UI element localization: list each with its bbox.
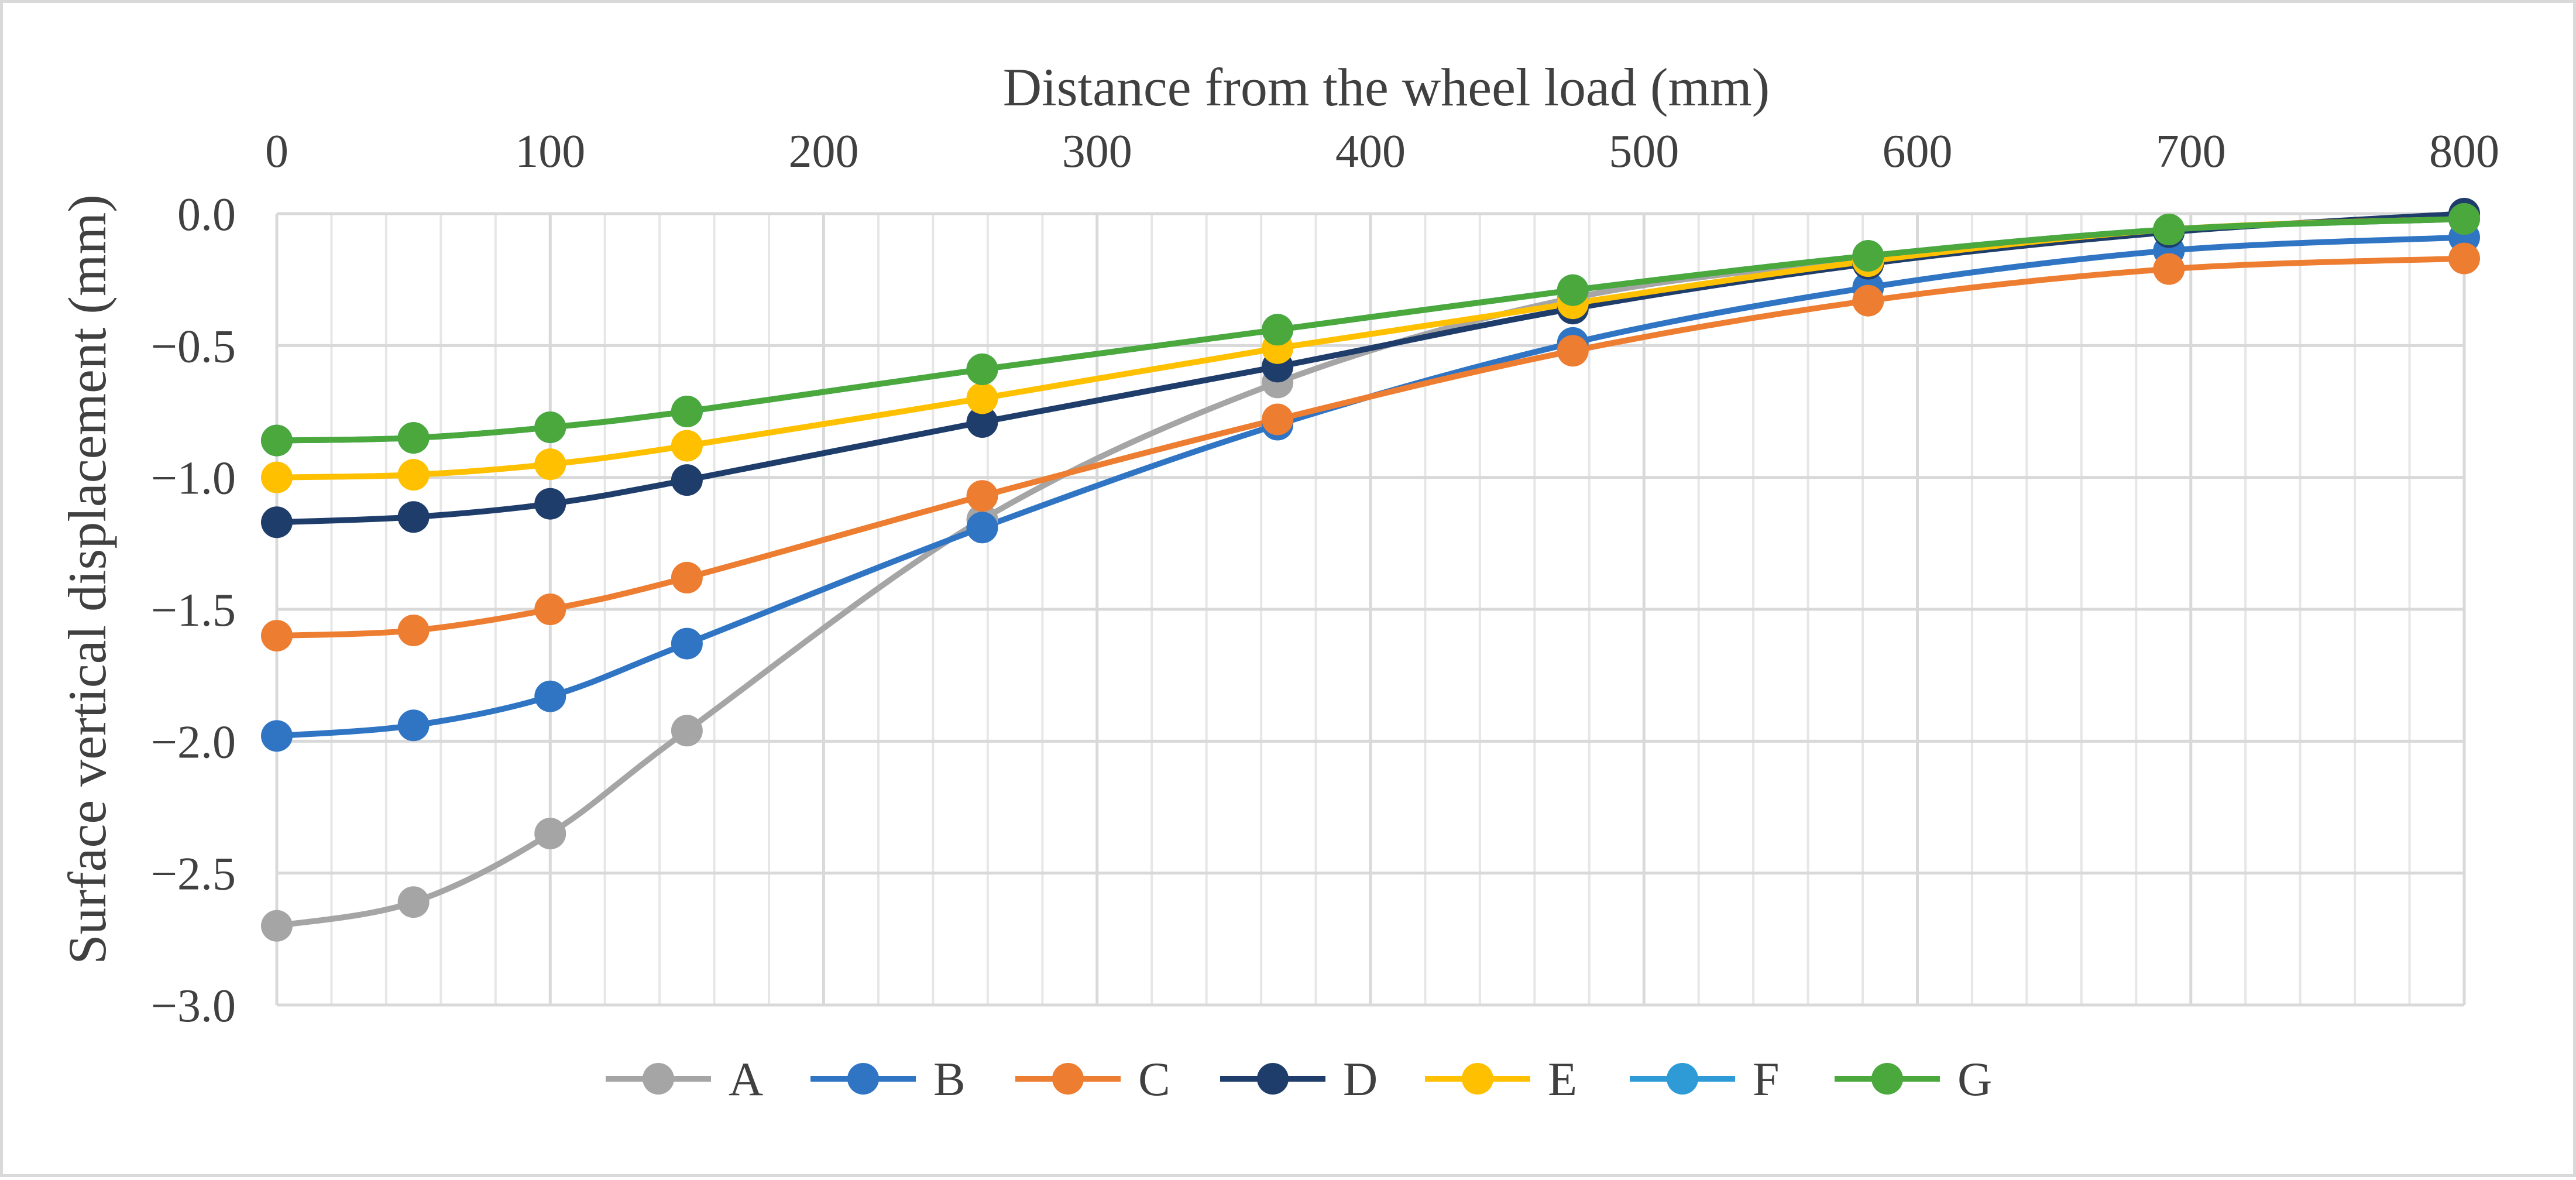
data-point-c [534, 594, 566, 625]
legend-label: F [1753, 1052, 1780, 1106]
legend-label: G [1957, 1052, 1992, 1106]
data-point-c [966, 480, 998, 512]
data-point-g [2153, 214, 2185, 246]
data-point-c [1852, 284, 1884, 317]
x-tick-label: 200 [789, 126, 859, 177]
legend-swatch-marker [1052, 1063, 1084, 1095]
data-point-c [397, 615, 430, 647]
legend-label: D [1343, 1052, 1378, 1106]
data-point-d [397, 501, 430, 533]
y-tick-label: −1.5 [151, 585, 236, 636]
data-point-c [2153, 253, 2185, 285]
data-point-e [397, 459, 430, 491]
legend-swatch-marker [847, 1063, 879, 1095]
legend-item-b: B [810, 1052, 966, 1106]
data-point-g [2448, 203, 2480, 235]
data-point-b [966, 512, 998, 544]
legend-swatch-marker [1257, 1063, 1289, 1095]
data-point-b [261, 720, 293, 752]
data-point-a [534, 818, 566, 850]
y-tick-label: −2.5 [151, 849, 236, 900]
data-point-a [397, 886, 430, 918]
legend-label: C [1138, 1052, 1170, 1106]
legend-item-e: E [1425, 1052, 1577, 1106]
data-point-b [671, 627, 703, 660]
data-point-b [534, 680, 566, 712]
y-tick-label: −0.5 [151, 321, 236, 372]
data-point-g [966, 353, 998, 385]
data-point-g [261, 424, 293, 457]
legend-item-g: G [1835, 1052, 1992, 1106]
legend-item-d: D [1220, 1052, 1378, 1106]
data-point-c [1262, 403, 1294, 435]
data-point-d [261, 506, 293, 538]
legend-label: E [1548, 1052, 1577, 1106]
legend-swatch-marker [643, 1063, 674, 1095]
data-point-g [1852, 240, 1884, 272]
data-point-a [671, 715, 703, 747]
legend-label: B [933, 1052, 966, 1106]
data-point-d [671, 464, 703, 496]
data-point-c [2448, 242, 2480, 275]
data-point-g [1557, 274, 1589, 306]
major-grid [275, 212, 2466, 1007]
legend-swatch-marker [1462, 1063, 1493, 1095]
data-point-e [261, 461, 293, 493]
legend-swatch-marker [1667, 1063, 1698, 1095]
y-tick-label: −1.0 [151, 453, 236, 505]
data-point-g [534, 411, 566, 444]
x-tick-label: 600 [1883, 126, 1953, 177]
y-axis-title: Surface vertical displacement (mm) [57, 194, 117, 965]
x-tick-label: 500 [1609, 126, 1679, 177]
legend-swatch-marker [1871, 1063, 1903, 1095]
legend-label: A [729, 1052, 763, 1106]
y-tick-labels: 0.0 −0.5 −1.0 −1.5 −2.0 −2.5 −3.0 [151, 189, 236, 1032]
data-point-e [671, 430, 703, 462]
x-tick-label: 100 [515, 126, 585, 177]
legend: A B C D E F G [606, 1052, 1992, 1106]
legend-item-a: A [606, 1052, 763, 1106]
x-tick-labels: 0 100 200 300 400 500 600 700 800 [265, 126, 2499, 177]
data-point-c [261, 620, 293, 652]
y-tick-label: −2.0 [151, 716, 236, 768]
data-point-b [397, 709, 430, 742]
data-point-c [671, 561, 703, 594]
data-point-g [1262, 314, 1294, 346]
data-point-e [966, 382, 998, 414]
x-tick-label: 800 [2429, 126, 2499, 177]
x-tick-label: 400 [1335, 126, 1406, 177]
data-point-c [1557, 335, 1589, 367]
line-chart: 0 100 200 300 400 500 600 700 800 0.0 −0.5 −1.0 −1.… [57, 57, 2499, 1106]
series-markers [261, 198, 2480, 942]
data-point-e [534, 448, 566, 481]
x-tick-label: 0 [265, 126, 288, 177]
data-point-d [966, 406, 998, 438]
x-tick-label: 300 [1062, 126, 1132, 177]
x-tick-label: 700 [2156, 126, 2226, 177]
legend-item-c: C [1015, 1052, 1170, 1106]
data-point-g [397, 422, 430, 454]
data-point-a [261, 910, 293, 942]
y-tick-label: −3.0 [151, 980, 236, 1032]
data-point-g [671, 396, 703, 427]
x-axis-title: Distance from the wheel load (mm) [1003, 57, 1770, 117]
data-point-d [534, 488, 566, 520]
legend-item-f: F [1630, 1052, 1780, 1106]
y-tick-label: 0.0 [177, 189, 236, 241]
